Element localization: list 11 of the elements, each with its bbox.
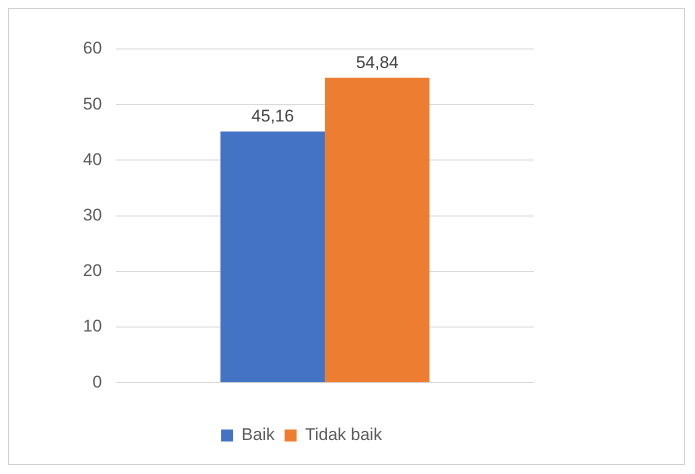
y-tick-label: 30 (82, 205, 102, 224)
y-tick-label: 50 (82, 94, 102, 114)
legend-label: Baik (242, 425, 276, 444)
y-tick-label: 40 (82, 150, 102, 169)
text: 54,84 (356, 52, 398, 72)
text: 45,16 (251, 106, 294, 126)
y-tick-label: 20 (82, 261, 102, 280)
y-tick-label: 10 (82, 316, 102, 336)
y-tick-label: 0 (92, 372, 102, 392)
y-tick-label: 60 (82, 38, 102, 58)
legend-label: Tidak baik (305, 425, 382, 444)
